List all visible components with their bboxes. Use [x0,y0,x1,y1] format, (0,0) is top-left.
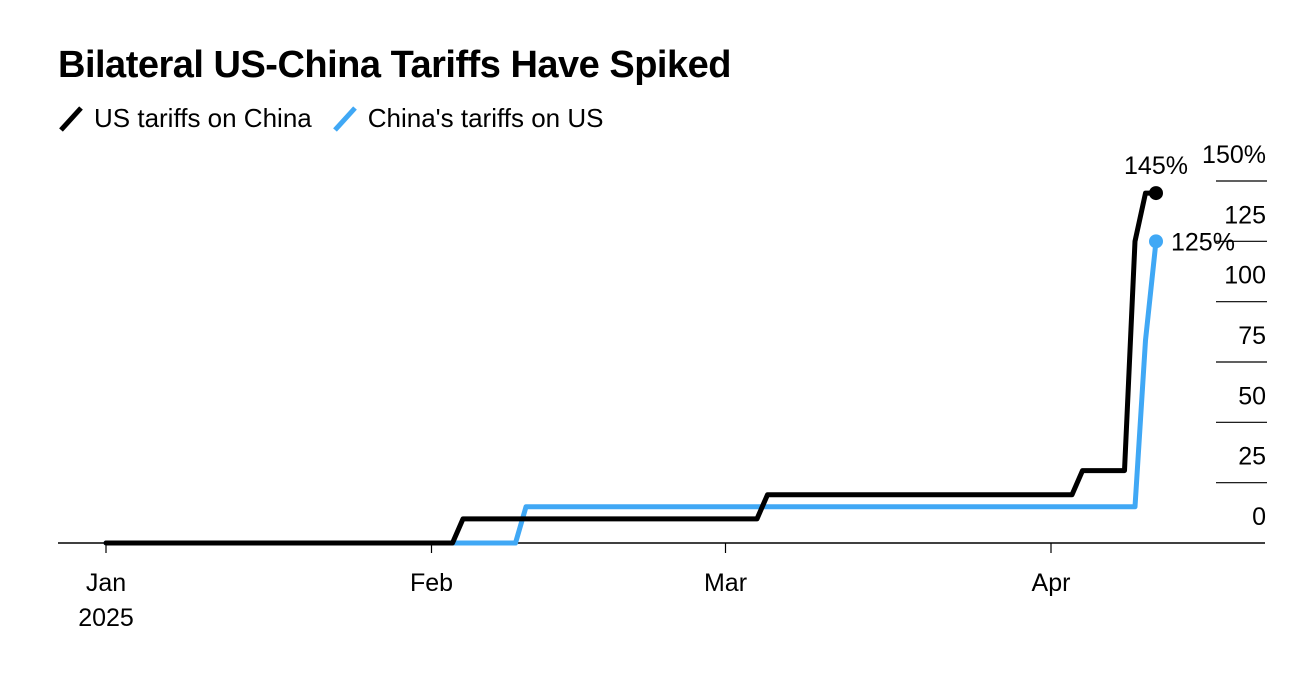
x-tick-label-feb: Feb [410,569,453,597]
x-tick-label-mar: Mar [704,569,747,597]
legend: US tariffs on China China's tariffs on U… [58,103,623,134]
y-tick-label-125: 125 [1224,201,1266,229]
end-label-us: 145% [1124,152,1188,180]
y-tick-label-100: 100 [1224,262,1266,290]
y-tick-label-75: 75 [1238,322,1266,350]
legend-item-us: US tariffs on China [58,103,312,134]
legend-item-china: China's tariffs on US [332,103,604,134]
y-tick-label-150: 150% [1202,141,1266,169]
y-tick-label-0: 0 [1252,503,1266,531]
legend-swatch-china [332,105,357,132]
y-tick-label-25: 25 [1238,443,1266,471]
x-tick-sublabel-jan: 2025 [78,604,134,632]
legend-swatch-us-line [59,105,83,132]
series-line-us [103,190,1159,546]
legend-label-china: China's tariffs on US [367,103,604,133]
series-endpoint-us [1149,186,1163,201]
x-tick-label-jan: Jan [86,569,126,597]
series-endpoint-china [1149,234,1163,249]
end-label-china: 125% [1171,228,1235,256]
series-line-china [103,238,1159,546]
legend-label-us: US tariffs on China [94,103,312,133]
legend-swatch-china-line [332,105,357,132]
chart-title: Bilateral US-China Tariffs Have Spiked [58,44,731,86]
legend-swatch-us [59,105,83,132]
x-tick-label-apr: Apr [1032,569,1071,597]
y-tick-label-50: 50 [1238,382,1266,410]
